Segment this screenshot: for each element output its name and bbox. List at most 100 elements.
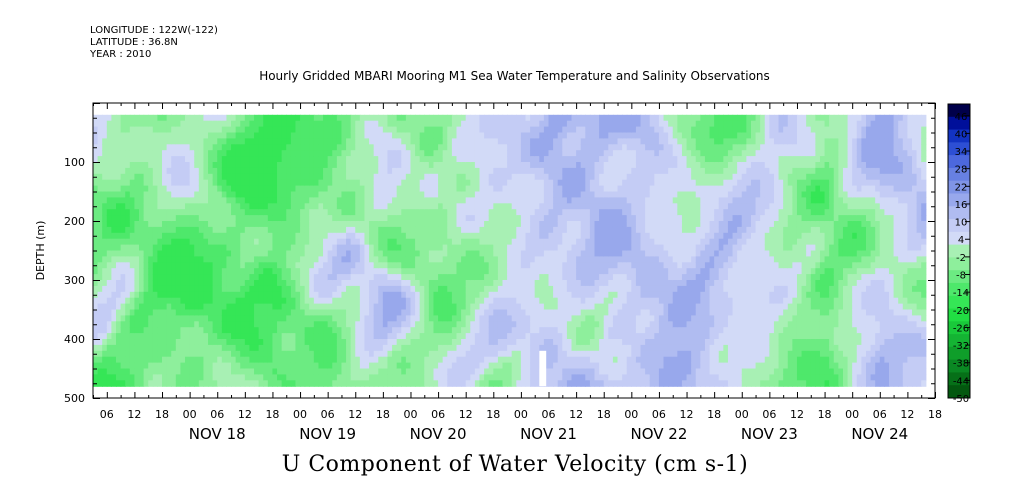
heatmap-cell (290, 315, 297, 322)
heatmap-cell (254, 232, 260, 240)
heatmap-cell (194, 156, 200, 163)
heatmap-cell (576, 221, 582, 228)
heatmap-cell (539, 333, 545, 340)
heatmap-cell (148, 362, 154, 370)
heatmap-cell (189, 291, 195, 299)
heatmap-cell (502, 262, 508, 269)
heatmap-cell (525, 232, 531, 240)
heatmap-cell (189, 226, 195, 234)
heatmap-cell (313, 120, 320, 128)
heatmap-cell (106, 120, 112, 128)
heatmap-cell (152, 368, 159, 375)
heatmap-cell (387, 197, 393, 204)
heatmap-cell (111, 191, 117, 198)
heatmap-cell (369, 280, 375, 287)
heatmap-cell (125, 315, 131, 322)
heatmap-cell (525, 327, 531, 334)
heatmap-cell (281, 303, 287, 311)
heatmap-cell (263, 244, 269, 252)
heatmap-cell (120, 309, 126, 316)
heatmap-cell (497, 197, 504, 204)
heatmap-cell (539, 280, 545, 287)
heatmap-cell (576, 280, 582, 287)
heatmap-cell (382, 232, 389, 240)
heatmap-cell (589, 132, 596, 139)
heatmap-cell (309, 321, 315, 328)
heatmap-cell (139, 374, 145, 381)
heatmap-cell (571, 321, 577, 328)
heatmap-cell (562, 209, 568, 216)
heatmap-cell (148, 333, 154, 340)
heatmap-cell (139, 197, 145, 204)
heatmap-cell (143, 138, 149, 145)
heatmap-cell (212, 162, 218, 169)
heatmap-cell (580, 156, 586, 163)
heatmap-cell (93, 209, 99, 216)
heatmap-cell (530, 250, 536, 257)
heatmap-cell (447, 291, 453, 299)
heatmap-cell (194, 321, 200, 328)
heatmap-cell (378, 250, 384, 257)
heatmap-cell (566, 362, 573, 370)
heatmap-cell (378, 303, 384, 311)
heatmap-cell (474, 297, 481, 305)
heatmap-cell (318, 315, 324, 322)
heatmap-cell (272, 120, 278, 128)
heatmap-cell (488, 268, 494, 275)
heatmap-cell (263, 179, 269, 187)
heatmap-cell (313, 203, 320, 210)
heatmap-cell (516, 256, 522, 263)
heatmap-cell (185, 150, 191, 157)
heatmap-cell (162, 203, 168, 210)
heatmap-cell (240, 162, 246, 169)
heatmap-cell (451, 380, 458, 387)
heatmap-cell (120, 380, 126, 387)
heatmap-cell (194, 144, 200, 151)
heatmap-cell (424, 209, 430, 216)
heatmap-cell (116, 209, 122, 216)
heatmap-cell (286, 167, 292, 175)
heatmap-cell (451, 191, 458, 198)
heatmap-cell (212, 209, 218, 216)
heatmap-cell (171, 285, 177, 293)
heatmap-cell (139, 120, 145, 128)
heatmap-cell (148, 350, 154, 358)
heatmap-cell (143, 162, 149, 169)
heatmap-cell (548, 156, 554, 163)
heatmap-cell (433, 303, 439, 311)
heatmap-cell (525, 120, 531, 128)
heatmap-cell (304, 250, 310, 257)
heatmap-cell (410, 244, 416, 252)
heatmap-cell (465, 126, 471, 134)
heatmap-cell (254, 339, 260, 346)
heatmap-cell (451, 256, 458, 263)
heatmap-cell (543, 297, 550, 305)
heatmap-cell (447, 167, 453, 175)
heatmap-cell (203, 280, 209, 287)
heatmap-cell (470, 321, 476, 328)
heatmap-cell (355, 150, 361, 157)
heatmap-cell (451, 344, 458, 352)
heatmap-cell (217, 356, 223, 364)
heatmap-cell (415, 191, 421, 198)
heatmap-cell (580, 339, 586, 346)
heatmap-cell (263, 262, 269, 269)
heatmap-cell (461, 280, 467, 287)
heatmap-cell (502, 191, 508, 198)
heatmap-cell (106, 197, 112, 204)
heatmap-cell (148, 126, 154, 134)
heatmap-cell (566, 167, 573, 175)
heatmap-cell (198, 221, 205, 228)
heatmap-cell (543, 315, 550, 322)
heatmap-cell (516, 327, 522, 334)
heatmap-cell (405, 291, 412, 299)
heatmap-cell (585, 339, 591, 346)
heatmap-cell (474, 120, 481, 128)
heatmap-cell (221, 173, 228, 181)
heatmap-cell (405, 179, 412, 187)
heatmap-cell (539, 191, 545, 198)
heatmap-cell (277, 362, 283, 370)
heatmap-cell (134, 150, 140, 157)
heatmap-cell (571, 256, 577, 263)
heatmap-cell (189, 262, 195, 269)
